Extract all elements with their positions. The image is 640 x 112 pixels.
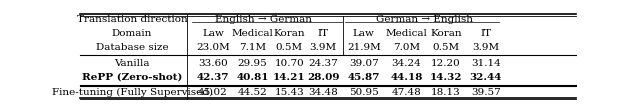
Text: 33.60: 33.60 [198, 59, 228, 68]
Text: 44.18: 44.18 [390, 73, 422, 82]
Text: 47.48: 47.48 [392, 88, 421, 97]
Text: 45.87: 45.87 [348, 73, 380, 82]
Text: IT: IT [317, 29, 328, 38]
Text: 24.37: 24.37 [308, 59, 338, 68]
Text: 23.0M: 23.0M [196, 43, 230, 52]
Text: English → German: English → German [215, 15, 312, 24]
Text: 15.43: 15.43 [275, 88, 304, 97]
Text: 29.95: 29.95 [237, 59, 268, 68]
Text: IT: IT [480, 29, 492, 38]
Text: Law: Law [353, 29, 374, 38]
Text: Domain: Domain [112, 29, 152, 38]
Text: 34.48: 34.48 [308, 88, 338, 97]
Text: Translation direction: Translation direction [77, 15, 188, 24]
Text: 34.24: 34.24 [392, 59, 421, 68]
Text: 0.5M: 0.5M [276, 43, 303, 52]
Text: Fine-tuning (Fully Supervised): Fine-tuning (Fully Supervised) [52, 88, 212, 97]
Text: 39.07: 39.07 [349, 59, 379, 68]
Text: 21.9M: 21.9M [347, 43, 381, 52]
Text: 10.70: 10.70 [275, 59, 304, 68]
Text: 7.0M: 7.0M [393, 43, 420, 52]
Text: 0.5M: 0.5M [433, 43, 460, 52]
Text: 40.81: 40.81 [236, 73, 269, 82]
Text: Koran: Koran [430, 29, 462, 38]
Text: Database size: Database size [96, 43, 168, 52]
Text: 44.52: 44.52 [237, 88, 268, 97]
Text: Law: Law [202, 29, 224, 38]
Text: 32.44: 32.44 [470, 73, 502, 82]
Text: 50.95: 50.95 [349, 88, 379, 97]
Text: 39.57: 39.57 [471, 88, 500, 97]
Text: Vanilla: Vanilla [115, 59, 150, 68]
Text: 3.9M: 3.9M [472, 43, 499, 52]
Text: German → English: German → English [376, 15, 473, 24]
Text: 3.9M: 3.9M [310, 43, 337, 52]
Text: 28.09: 28.09 [307, 73, 339, 82]
Text: 7.1M: 7.1M [239, 43, 266, 52]
Text: 12.20: 12.20 [431, 59, 461, 68]
Text: 45.02: 45.02 [198, 88, 228, 97]
Text: Medical: Medical [385, 29, 428, 38]
Text: 42.37: 42.37 [196, 73, 229, 82]
Text: 14.32: 14.32 [430, 73, 462, 82]
Text: Koran: Koran [273, 29, 305, 38]
Text: RePP (Zero-shot): RePP (Zero-shot) [82, 73, 182, 82]
Text: Medical: Medical [232, 29, 273, 38]
Text: 31.14: 31.14 [471, 59, 500, 68]
Text: 14.21: 14.21 [273, 73, 306, 82]
Text: 18.13: 18.13 [431, 88, 461, 97]
